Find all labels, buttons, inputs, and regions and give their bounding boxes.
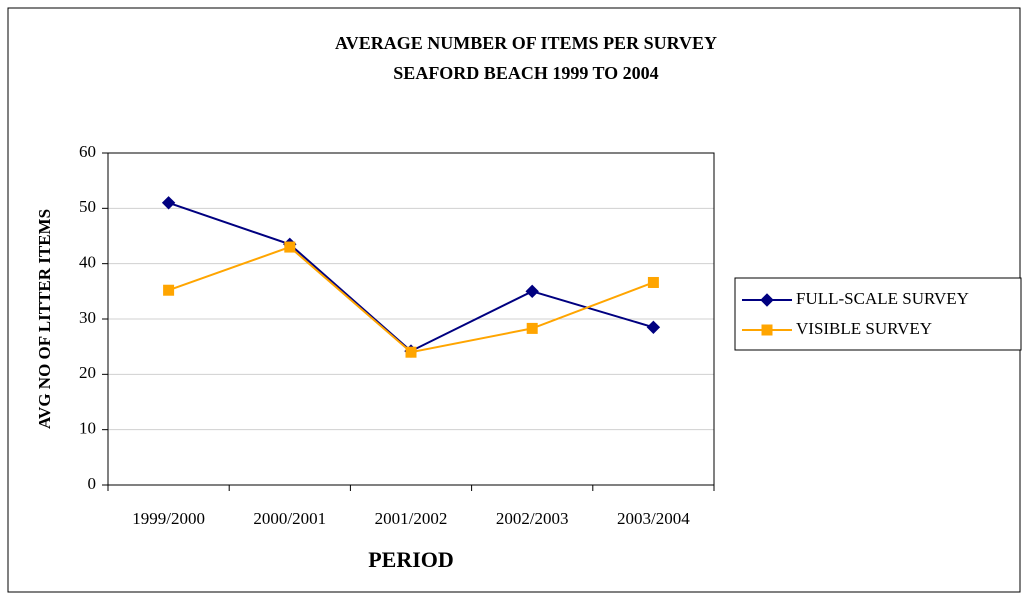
y-tick-label: 60 xyxy=(79,142,96,161)
data-point xyxy=(525,284,539,299)
y-tick-label: 0 xyxy=(88,474,97,493)
data-point xyxy=(284,241,296,253)
chart-title: AVERAGE NUMBER OF ITEMS PER SURVEY xyxy=(335,33,717,53)
y-tick-label: 50 xyxy=(79,197,96,216)
data-point xyxy=(405,346,417,358)
x-tick-label: 2001/2002 xyxy=(375,509,448,528)
y-tick-label: 10 xyxy=(79,419,96,438)
y-tick-label: 20 xyxy=(79,363,96,382)
y-tick-label: 40 xyxy=(79,253,96,272)
legend-label: FULL-SCALE SURVEY xyxy=(796,289,969,308)
legend-marker xyxy=(761,324,773,336)
legend-box xyxy=(734,277,1022,351)
x-tick-label: 1999/2000 xyxy=(132,509,205,528)
legend-label: VISIBLE SURVEY xyxy=(796,319,932,338)
data-point xyxy=(526,322,538,334)
data-point xyxy=(646,320,661,335)
x-tick-label: 2003/2004 xyxy=(617,509,690,528)
x-tick-label: 2002/2003 xyxy=(496,509,569,528)
chart-subtitle: SEAFORD BEACH 1999 TO 2004 xyxy=(393,63,658,83)
data-point xyxy=(161,196,176,210)
data-point xyxy=(163,284,175,296)
data-point xyxy=(647,276,659,288)
x-axis-label: PERIOD xyxy=(368,547,454,572)
plot-area xyxy=(107,152,715,486)
y-tick-label: 30 xyxy=(79,308,96,327)
legend-marker xyxy=(760,293,774,307)
x-tick-label: 2000/2001 xyxy=(253,509,326,528)
y-axis-label: AVG NO OF LITTER ITEMS xyxy=(35,209,54,429)
